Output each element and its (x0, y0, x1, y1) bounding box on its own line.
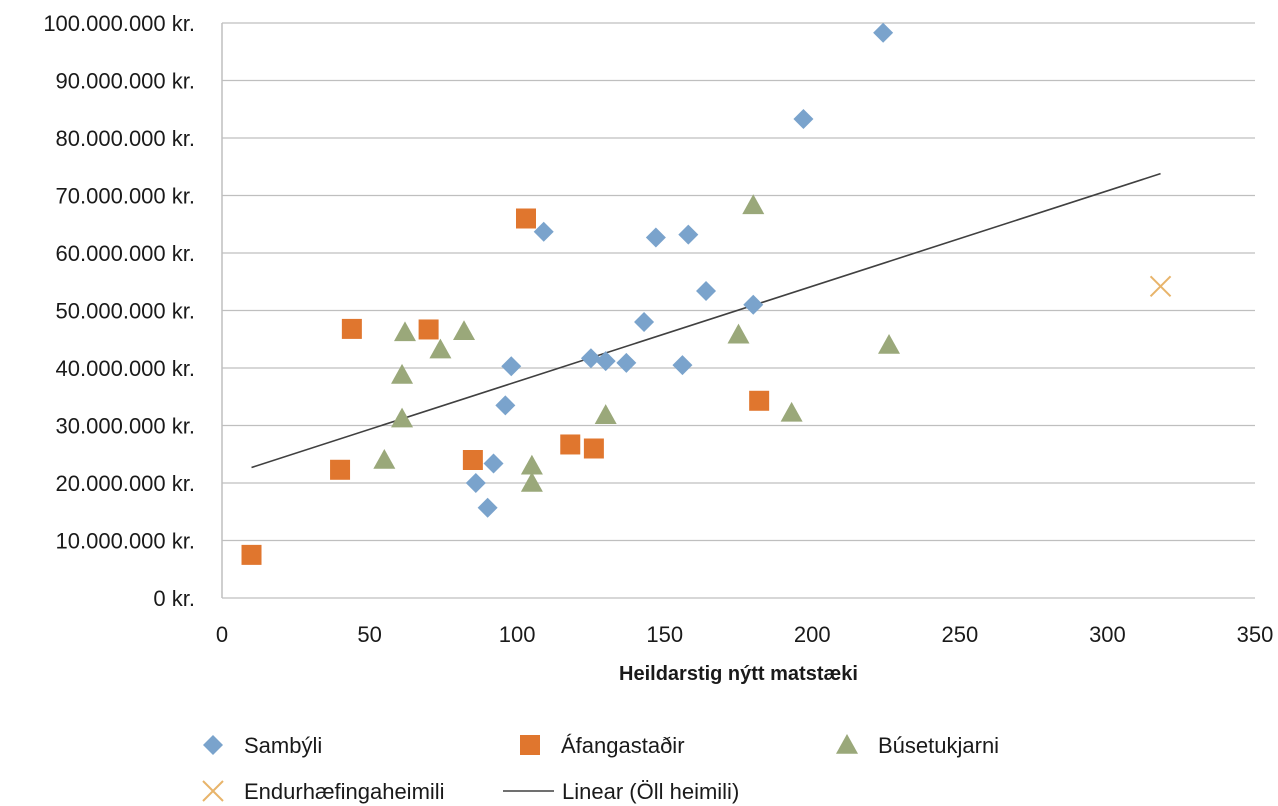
legend-marker-shape (836, 734, 858, 754)
legend-marker-shape (202, 780, 224, 802)
legend-marker-shape (520, 735, 540, 755)
legend-label-busetukjarni: Búsetukjarni (878, 733, 999, 758)
x-tick-label: 250 (941, 622, 978, 647)
data-points (241, 22, 1172, 565)
legend-marker-sambyli (203, 735, 223, 755)
legend-label-linear-trend: Linear (Öll heimili) (562, 779, 739, 804)
y-tick-label: 50.000.000 kr. (56, 299, 195, 324)
sambyli-point (873, 22, 894, 43)
afangastadir-point (462, 450, 483, 470)
sambyli-point (696, 280, 717, 301)
sambyli-point (645, 227, 666, 248)
busetukjarni-point (391, 363, 414, 384)
sambyli-point (477, 497, 498, 518)
busetukjarni-point (429, 338, 452, 359)
legend-marker-endurhaefingaheimili (202, 780, 224, 802)
sambyli-point (678, 224, 699, 245)
legend-label-afangastadir: Áfangastaðir (561, 733, 685, 758)
sambyli-point (495, 395, 516, 416)
x-tick-label: 0 (216, 622, 228, 647)
afangastadir-point (330, 459, 351, 480)
legend-item-busetukjarni: Búsetukjarni (836, 733, 999, 758)
y-tick-label: 40.000.000 kr. (56, 356, 195, 381)
afangastadir-point (515, 208, 536, 229)
legend-marker-busetukjarni (836, 734, 858, 754)
sambyli-point (634, 312, 655, 332)
sambyli-point (743, 294, 764, 315)
x-tick-label: 350 (1237, 622, 1274, 647)
x-tick-label: 100 (499, 622, 536, 647)
legend-label-sambyli: Sambýli (244, 733, 322, 758)
x-tick-label: 200 (794, 622, 831, 647)
x-tick-label: 150 (646, 622, 683, 647)
afangastadir-point (241, 544, 262, 565)
legend-marker-afangastadir (520, 735, 540, 755)
busetukjarni-point (453, 320, 476, 340)
legend-item-endurhaefingaheimili: Endurhæfingaheimili (202, 779, 445, 804)
busetukjarni-point (393, 321, 416, 342)
x-tick-label: 50 (357, 622, 381, 647)
y-tick-label: 20.000.000 kr. (56, 471, 195, 496)
x-axis-title: Heildarstig nýtt matstæki (619, 663, 858, 685)
sambyli-point (533, 221, 554, 242)
afangastadir-point (341, 318, 362, 339)
busetukjarni-point (780, 401, 803, 422)
sambyli-point (595, 351, 616, 372)
y-tick-label: 0 kr. (153, 586, 195, 611)
legend: Sambýli Áfangastaðir Búsetukjarni Endurh… (202, 733, 999, 804)
legend-item-linear-trend: Linear (Öll heimili) (503, 779, 739, 804)
legend-label-endurhaefingaheimili: Endurhæfingaheimili (244, 779, 445, 804)
busetukjarni-point (727, 323, 750, 344)
legend-item-afangastadir: Áfangastaðir (520, 733, 685, 758)
linear-trendline (251, 172, 1161, 469)
afangastadir-point (560, 434, 581, 455)
y-tick-label: 60.000.000 kr. (56, 241, 195, 266)
busetukjarni-point (373, 449, 396, 469)
busetukjarni-point (520, 472, 543, 492)
legend-item-sambyli: Sambýli (203, 733, 322, 758)
afangastadir-point (749, 390, 770, 411)
y-axis-tick-labels: 0 kr. 10.000.000 kr. 20.000.000 kr. 30.000.… (43, 11, 195, 611)
sambyli-point (501, 356, 522, 377)
y-tick-label: 70.000.000 kr. (56, 184, 195, 209)
afangastadir-point (583, 438, 604, 459)
y-tick-label: 30.000.000 kr. (56, 414, 195, 439)
y-tick-label: 90.000.000 kr. (56, 69, 195, 94)
endurhaefingaheimili-point (1149, 275, 1172, 298)
x-axis-tick-labels: 0 50 100 150 200 250 300 350 (216, 622, 1273, 647)
sambyli-point (580, 348, 601, 369)
sambyli-point (672, 355, 693, 376)
afangastadir-point (418, 319, 439, 340)
busetukjarni-point (878, 334, 901, 354)
y-tick-label: 10.000.000 kr. (56, 529, 195, 554)
busetukjarni-point (391, 407, 414, 428)
sambyli-point (793, 109, 814, 130)
y-tick-label: 80.000.000 kr. (56, 126, 195, 151)
sambyli-point (483, 453, 504, 474)
y-tick-label: 100.000.000 kr. (43, 11, 195, 36)
trendline-layer (251, 172, 1161, 469)
busetukjarni-point (742, 194, 765, 215)
busetukjarni-point (520, 454, 543, 475)
x-tick-label: 300 (1089, 622, 1126, 647)
sambyli-point (616, 352, 637, 373)
sambyli-point (465, 473, 486, 493)
busetukjarni-point (594, 404, 617, 424)
legend-marker-shape (203, 735, 223, 755)
